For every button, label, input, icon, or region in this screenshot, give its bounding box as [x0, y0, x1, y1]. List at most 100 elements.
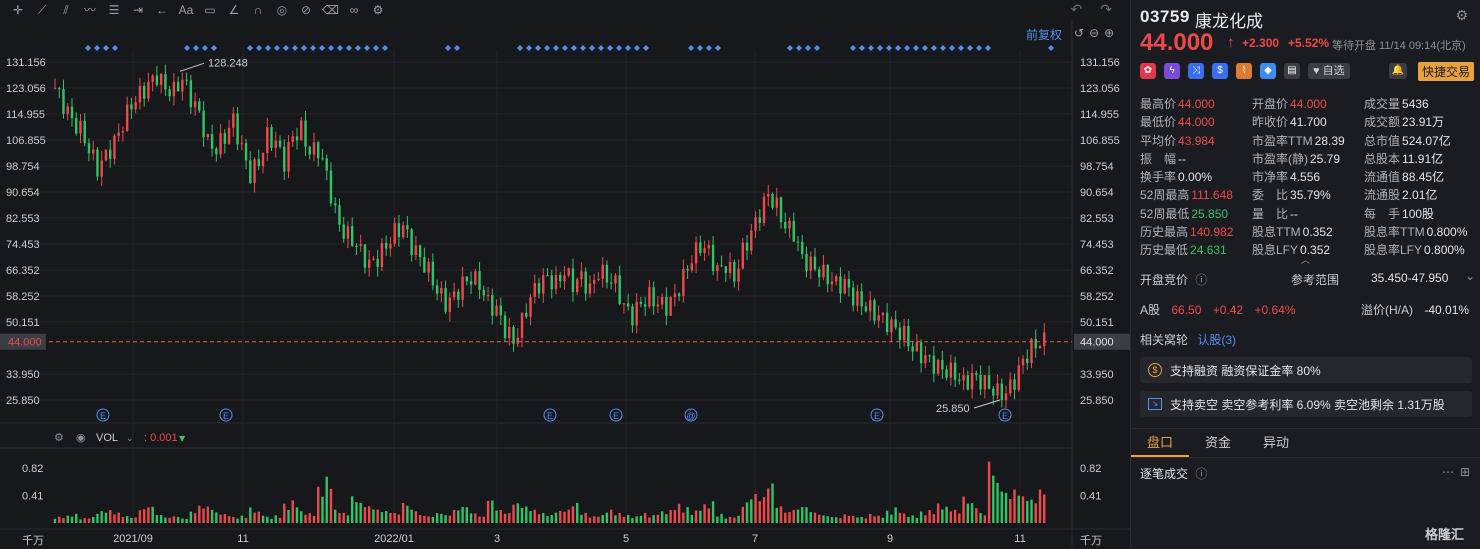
related-label: 相关窝轮	[1140, 333, 1189, 347]
shuffle-icon[interactable]: ⤨	[1188, 63, 1204, 79]
stat-cell: 最低价 44.000	[1140, 113, 1252, 131]
margin-text: 支持融资 融资保证金率 80%	[1170, 363, 1321, 378]
channel-icon[interactable]: ⫽	[63, 3, 69, 17]
quick-trade-button[interactable]: 快捷交易	[1418, 62, 1475, 81]
text-tool[interactable]: Aa	[178, 3, 194, 17]
candle-body	[474, 271, 477, 285]
volume-bar	[329, 488, 333, 523]
volume-bar	[1013, 489, 1016, 523]
candle-body	[711, 244, 715, 272]
hide-icon[interactable]: ⊘	[300, 3, 312, 17]
collapse-caret-icon[interactable]: ︿	[1301, 255, 1311, 265]
volume-bar	[724, 518, 728, 523]
y-tick-left: 90.654	[6, 187, 40, 199]
volume-bar	[363, 507, 367, 523]
volume-bar	[104, 512, 108, 523]
reset-icon[interactable]: ↺	[1074, 26, 1085, 40]
volume-bar	[588, 517, 592, 523]
more-icon[interactable]: ⋯	[1441, 465, 1454, 479]
volume-bar	[703, 504, 706, 523]
volume-bar	[142, 509, 146, 523]
candle-body	[397, 223, 401, 238]
candle-body	[919, 342, 923, 364]
stat-cell: 振 幅 --	[1140, 150, 1252, 168]
volume-bar	[100, 511, 103, 523]
link-icon[interactable]: ∞	[349, 3, 359, 17]
fib-icon[interactable]: ☰	[108, 3, 120, 17]
tab-capital[interactable]: 资金	[1205, 435, 1232, 450]
zoom-out-icon[interactable]: ⊖	[1089, 26, 1100, 40]
undo-icon[interactable]: ↶	[1070, 1, 1083, 17]
angle-icon[interactable]: ∠	[228, 3, 240, 17]
flash-icon[interactable]: ϟ	[1164, 63, 1180, 79]
candle-body	[266, 127, 269, 153]
volume-bar	[198, 505, 201, 523]
y-tick-right: 131.156	[1080, 57, 1120, 69]
candle-body	[321, 158, 324, 160]
note-icon[interactable]: ▭	[204, 3, 216, 17]
volume-bar	[444, 515, 447, 523]
zoom-in-icon[interactable]: ⊕	[1104, 26, 1115, 40]
back-arrow-icon[interactable]: ←	[156, 3, 168, 17]
volume-bar	[707, 508, 711, 523]
candle-body	[818, 269, 821, 278]
chart-canvas[interactable]: 131.156 131.156 123.056 123.056 114.955 114.9…	[0, 20, 1130, 549]
stat-value: 0.352	[1302, 225, 1333, 240]
volume-bar	[762, 497, 766, 523]
volume-bar	[393, 512, 396, 523]
adjust-mode-button[interactable]: 前复权	[1026, 28, 1063, 42]
dividend-marker	[571, 45, 577, 51]
price-label-box-left	[0, 333, 46, 350]
tag-icon[interactable]: ◆	[1260, 63, 1276, 79]
bell-icon[interactable]: 🔔	[1389, 63, 1407, 79]
doc-icon[interactable]: ▤	[1284, 63, 1300, 79]
candle-body	[414, 245, 418, 256]
dividend-marker	[562, 45, 568, 51]
candle-body	[868, 300, 872, 312]
candle-body	[58, 88, 61, 90]
price-label-left: 44.000	[8, 337, 42, 349]
volume-bar	[499, 510, 502, 523]
related-warrants-row: 相关窝轮 认股(3)	[1140, 331, 1236, 348]
settings-icon[interactable]: ⚙	[1455, 7, 1468, 23]
chart-icon[interactable]: ⌇	[1236, 63, 1252, 79]
a-share-change: +0.42	[1212, 303, 1244, 317]
settings-icon[interactable]: ⚙	[372, 3, 384, 17]
hk-flag-icon[interactable]: ✿	[1140, 63, 1156, 79]
info-icon[interactable]: ⓘ	[1195, 273, 1208, 287]
stat-value: 0.800%	[1424, 243, 1465, 258]
crosshair-icon[interactable]: ✛	[12, 3, 24, 17]
stat-value: 44.000	[1290, 97, 1327, 111]
kline-chart[interactable]: 131.156 131.156 123.056 123.056 114.955 114.9…	[0, 20, 1130, 549]
related-warrants-link[interactable]: 认股(3)	[1197, 333, 1237, 347]
tab-movement[interactable]: 异动	[1263, 435, 1290, 450]
eye-icon[interactable]: ◎	[276, 3, 288, 17]
trend-line-icon[interactable]: ⟋	[37, 3, 47, 17]
trash-icon[interactable]: ⌫	[322, 3, 339, 17]
dividend-marker	[805, 45, 811, 51]
candle-body	[885, 312, 889, 333]
expand-icon[interactable]: ⊞	[1459, 465, 1470, 479]
wave-icon[interactable]: 〰	[83, 3, 96, 17]
measure-icon[interactable]: ⇥	[132, 3, 144, 17]
dividend-marker	[697, 45, 703, 51]
tick-trades-label: 逐笔成交	[1140, 467, 1189, 481]
redo-icon[interactable]: ↷	[1100, 1, 1112, 17]
volume-bar	[546, 516, 549, 523]
tab-orderbook[interactable]: 盘口	[1131, 429, 1190, 457]
vol-unit-right: 千万	[1080, 534, 1102, 547]
magnet-icon[interactable]: ∩	[253, 3, 263, 17]
dropdown-caret-icon[interactable]: ⌄	[1465, 269, 1476, 283]
info-icon[interactable]: ⓘ	[1195, 467, 1208, 481]
candle-body	[176, 81, 180, 92]
watchlist-button[interactable]: ♥ 自选	[1308, 63, 1350, 79]
stat-cell: 每 手 100股	[1364, 205, 1476, 223]
price-label-box-right	[1074, 333, 1130, 350]
candle-body	[877, 315, 880, 321]
dollar-icon[interactable]: $	[1212, 63, 1228, 79]
dividend-marker	[337, 45, 343, 51]
candle-body	[312, 142, 316, 155]
candle-body	[482, 289, 486, 296]
candle-body	[508, 326, 511, 339]
stat-value: 0.800%	[1426, 225, 1468, 240]
